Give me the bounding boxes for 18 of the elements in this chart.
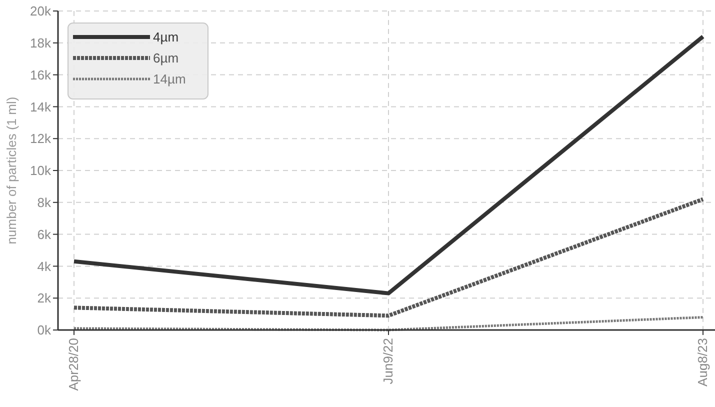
y-tick-label: 8k	[37, 194, 52, 210]
y-tick-label: 18k	[30, 35, 52, 50]
y-tick-label: 4k	[37, 258, 52, 274]
y-tick-label: 12k	[30, 131, 52, 146]
y-tick-label: 10k	[30, 163, 52, 178]
x-tick-label: Apr28/20	[66, 338, 81, 391]
y-tick-label: 16k	[30, 67, 52, 82]
y-tick-label: 6k	[37, 226, 52, 242]
text: 14µm	[153, 72, 186, 87]
x-tick-label: Aug8/23	[695, 338, 710, 386]
text: 6µm	[153, 50, 179, 66]
y-axis-title: number of particles (1 ml)	[4, 96, 19, 244]
x-tick-label: Jun9/22	[380, 338, 396, 384]
y-tick-label: 0k	[37, 322, 52, 338]
y-tick-label: 2k	[37, 290, 52, 306]
y-tick-label: 20k	[30, 4, 52, 19]
y-tick-label: 14k	[30, 99, 52, 114]
text: 4µm	[153, 30, 179, 45]
